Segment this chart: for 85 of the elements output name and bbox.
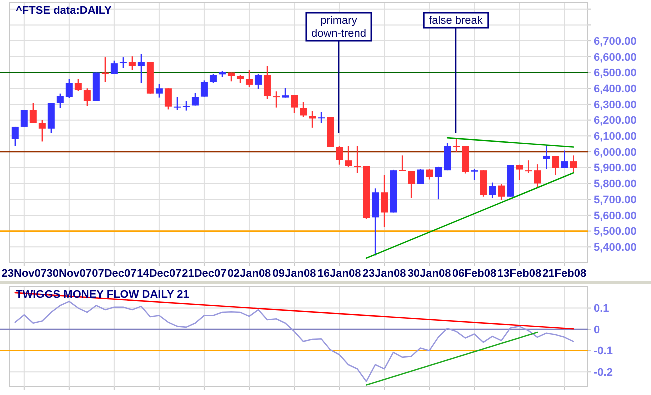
candlestick (84, 88, 91, 107)
y-tick-label: 5,700.00 (594, 194, 637, 206)
annotation: false break (429, 15, 484, 27)
candlestick (192, 92, 199, 106)
y-tick-label: 6,100.00 (594, 131, 637, 144)
y-tick-label: 5,600.00 (594, 210, 637, 222)
candlestick (408, 170, 416, 199)
candlestick (453, 137, 460, 153)
candlestick (254, 73, 262, 90)
y-tick-label: 6,000.00 (594, 146, 637, 159)
y-tick-label: 5,400.00 (594, 242, 637, 254)
x-tick-label: 16Jan08 (318, 268, 362, 280)
y-tick-label: 5,800.00 (594, 178, 637, 191)
x-tick-label: 30Nov07 (46, 268, 92, 280)
candlestick (272, 91, 280, 108)
candlestick (110, 60, 118, 75)
candlestick (128, 56, 136, 71)
candlestick (345, 146, 352, 168)
candlestick (426, 168, 434, 180)
candlestick (30, 102, 37, 124)
candlestick (570, 155, 578, 174)
candlestick (534, 164, 542, 188)
annotation: primary down-trend (311, 15, 367, 40)
candlestick (66, 78, 73, 99)
y-tick-label: 6,200.00 (594, 115, 637, 128)
candlestick (318, 111, 326, 124)
candlestick (300, 101, 307, 118)
candlestick (561, 150, 568, 169)
y-tick-label: 6,600.00 (594, 52, 637, 64)
candlestick (56, 93, 64, 109)
candlestick (182, 100, 190, 112)
candlestick (498, 184, 506, 201)
x-tick-label: 14Dec07 (137, 268, 182, 280)
callout: primary down-trend (306, 12, 372, 133)
candlestick (552, 156, 560, 176)
y-tick-label: 6,400.00 (594, 83, 637, 96)
candlestick (417, 168, 424, 185)
candlestick (210, 73, 217, 84)
candlestick (138, 54, 145, 84)
y-tick-label: 6,300.00 (594, 99, 637, 112)
x-tick-label: 13Feb08 (498, 268, 542, 280)
candlestick (543, 144, 550, 170)
candlestick (489, 182, 496, 199)
y-tick-label: 0.1 (594, 303, 610, 316)
candlestick (516, 164, 524, 181)
candlestick (12, 126, 19, 148)
x-tick-label: 07Dec07 (92, 268, 137, 280)
candlestick (74, 78, 82, 92)
candlestick (20, 109, 28, 128)
candlestick (381, 174, 388, 228)
candlestick (471, 168, 478, 181)
candlestick (309, 110, 316, 129)
candlestick (38, 119, 46, 142)
candlestick (354, 146, 362, 174)
y-tick-label: 6,700.00 (594, 36, 637, 48)
candlestick (174, 96, 181, 111)
x-tick-label: 09Jan08 (272, 268, 316, 280)
y-tick-label: 5,900.00 (594, 162, 637, 175)
candlestick (435, 166, 442, 200)
candlestick (282, 88, 289, 98)
chart-title: ^FTSE data:DAILY (16, 5, 113, 17)
y-tick-label: 5,500.00 (594, 226, 637, 238)
candlestick (399, 155, 406, 172)
candlestick (264, 66, 271, 100)
x-tick-label: 23Jan08 (362, 268, 406, 280)
x-tick-label: 21Feb08 (542, 268, 587, 280)
x-tick-label: 23Nov07 (2, 268, 48, 280)
candlestick (336, 146, 344, 166)
candlestick (525, 160, 532, 174)
candlestick (200, 80, 208, 98)
callout: false break (423, 12, 490, 133)
x-tick-label: 06Feb08 (452, 268, 497, 280)
candlestick (246, 70, 253, 88)
candlestick (164, 88, 172, 110)
y-tick-label: 6,500.00 (594, 68, 637, 80)
candlestick (156, 84, 163, 98)
x-tick-label: 02Jan08 (228, 268, 272, 280)
candlestick (120, 56, 127, 69)
x-tick-label: 30Jan08 (408, 268, 452, 280)
line-series (14, 301, 574, 382)
y-tick-label: -0.2 (594, 366, 613, 379)
y-tick-label: -0.1 (594, 346, 613, 358)
candlestick (291, 94, 298, 114)
x-tick-label: 21Dec07 (182, 268, 227, 280)
y-tick-label: 0 (594, 324, 600, 336)
